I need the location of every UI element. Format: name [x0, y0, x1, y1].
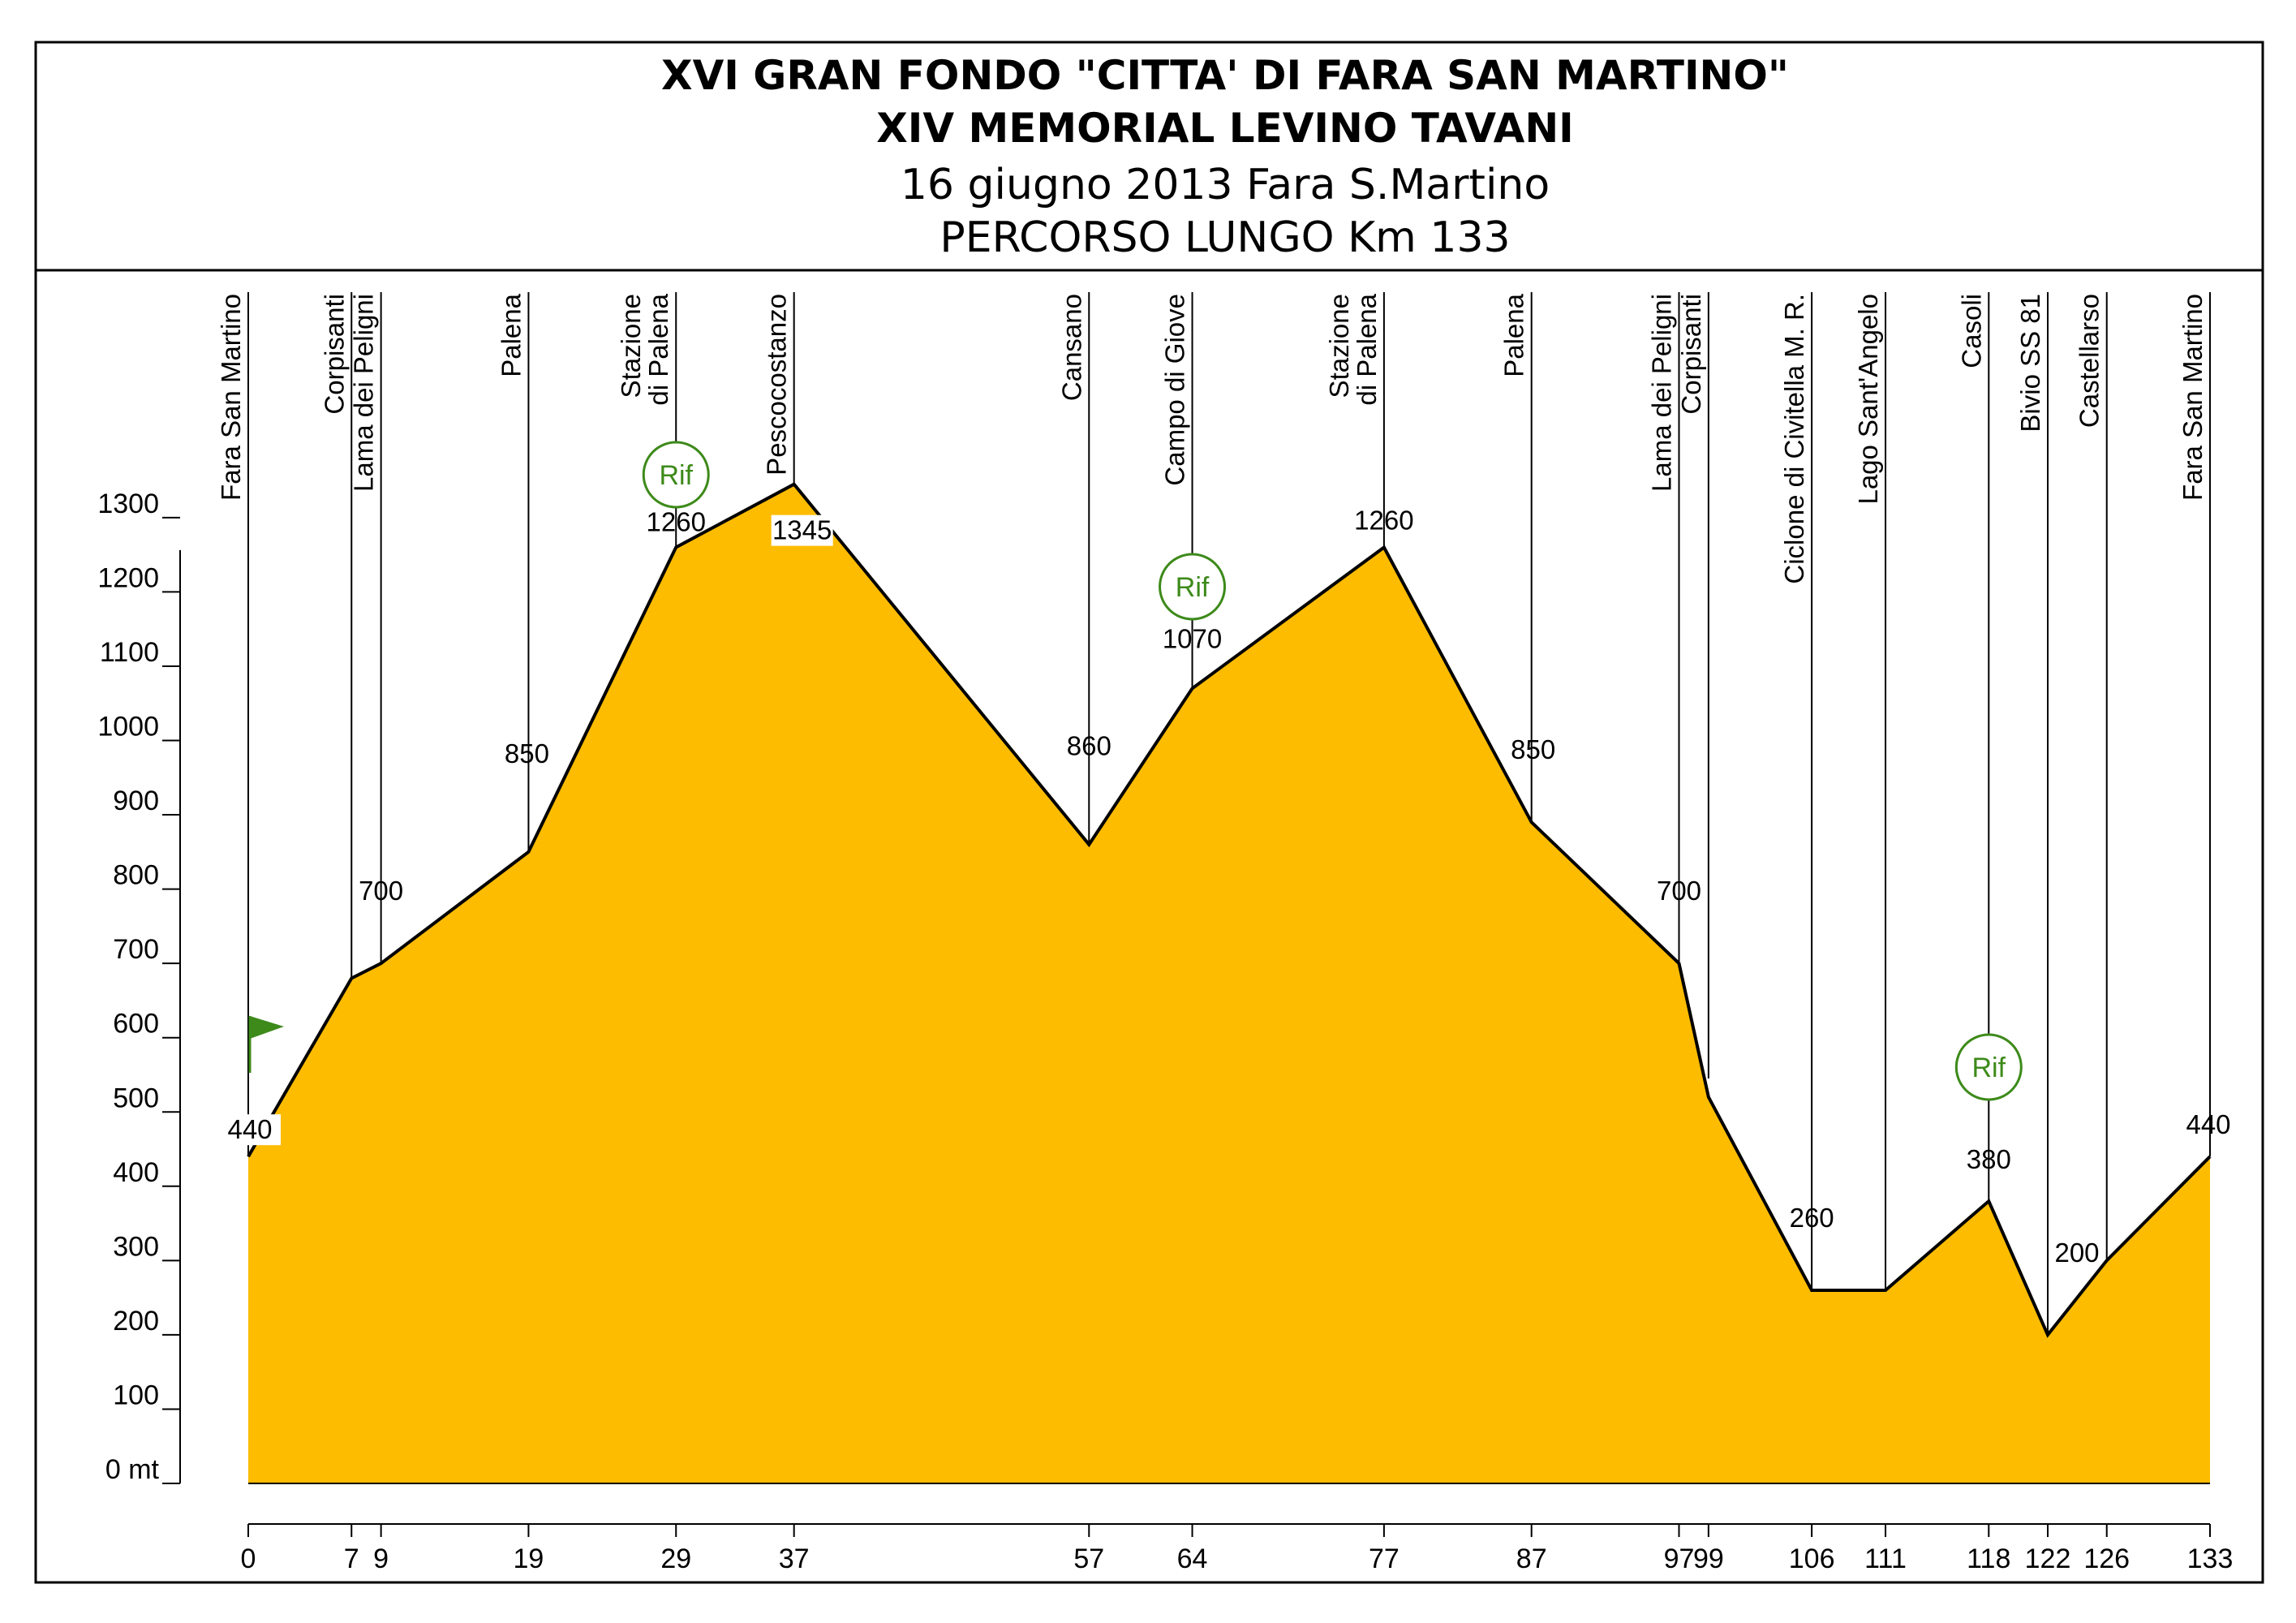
x-tick-label: 99	[1693, 1543, 1724, 1574]
x-tick-label: 57	[1073, 1543, 1104, 1574]
x-tick-label: 111	[1864, 1543, 1907, 1574]
x-tick-label: 126	[2083, 1543, 2130, 1574]
elevation-label: 700	[1657, 876, 1701, 906]
start-flag-icon	[250, 1016, 284, 1039]
elevation-label-bg	[219, 1114, 281, 1146]
elevation-label-bg	[771, 514, 833, 546]
y-tick-label: 1100	[100, 637, 159, 668]
place-label: Ciclone di Civitella M. R.	[1779, 294, 1809, 584]
y-tick-label: 500	[113, 1083, 159, 1113]
x-tick-label: 87	[1516, 1543, 1547, 1574]
x-tick-label: 122	[2025, 1543, 2071, 1574]
x-tick-label: 7	[344, 1543, 359, 1574]
place-label: Castellarso	[2075, 294, 2105, 428]
refreshment-points: Rif Rif Rif	[248, 441, 2023, 1101]
elevation-label: 1260	[1354, 505, 1413, 535]
elevation-label: 850	[505, 738, 549, 768]
elevation-label: 850	[1511, 734, 1555, 764]
x-tick-label: 77	[1369, 1543, 1400, 1574]
y-tick-label: 100	[113, 1380, 159, 1410]
x-tick-label: 29	[660, 1543, 691, 1574]
elevation-label: 380	[1967, 1144, 2011, 1174]
place-label: Casoli	[1956, 294, 1986, 368]
rif-circle	[1159, 553, 1227, 621]
elevation-label: 860	[1067, 731, 1111, 761]
x-tick-label: 118	[1967, 1543, 2010, 1574]
y-tick-label: 300	[113, 1231, 159, 1262]
elevation-label: 1260	[647, 506, 706, 536]
place-label: Lago Sant'Angelo	[1853, 294, 1883, 505]
rif-circle	[642, 441, 710, 509]
rif-label: Rif	[659, 460, 693, 491]
x-tick-label: 37	[779, 1543, 810, 1574]
y-tick-label: 800	[113, 860, 159, 891]
place-label: Lama dei Peligni	[1647, 294, 1677, 492]
y-tick-label: 600	[113, 1009, 159, 1040]
title-line-1: XVI GRAN FONDO "CITTA' DI FARA SAN MARTI…	[661, 52, 1789, 99]
place-label: Fara San Martino	[216, 294, 246, 501]
place-label: Bivio SS 81	[2015, 294, 2045, 433]
x-tick-label: 97	[1664, 1543, 1695, 1574]
x-tick-label: 9	[373, 1543, 389, 1574]
elevation-label: 440	[2186, 1109, 2230, 1139]
y-tick-label: 0 mt	[105, 1454, 160, 1485]
rif-label: Rif	[1972, 1053, 2006, 1083]
place-label: Stazionedi Palena	[616, 293, 673, 405]
place-lines: Fara San Martino Corpisanti Lama dei Pelig…	[216, 292, 2211, 1335]
y-tick-label: 1000	[97, 712, 159, 743]
elevation-label: 260	[1790, 1203, 1834, 1233]
y-tick-label: 200	[113, 1306, 159, 1337]
y-tick-label: 900	[113, 786, 159, 816]
subtitle-route: PERCORSO LUNGO Km 133	[939, 213, 1510, 262]
elevation-label: 1345	[772, 515, 832, 545]
elevation-labels: 440 700 850 1260 1345 860 1070 1260 850 700 260 380…	[219, 505, 2231, 1268]
x-tick-label: 106	[1789, 1543, 1835, 1574]
y-axis: 0 mt 100 200 300 400 500 600 700 800 900 1000 1100 1…	[97, 489, 181, 1485]
rif-label: Rif	[1176, 572, 1210, 603]
place-label: Lama dei Peligni	[349, 294, 379, 492]
x-tick-label: 133	[2187, 1543, 2234, 1574]
y-tick-label: 400	[113, 1157, 159, 1188]
place-label: Palena	[1499, 293, 1529, 377]
place-label: Campo di Giove	[1160, 294, 1190, 486]
y-tick-label: 700	[113, 934, 159, 965]
place-label: Pescocostanzo	[762, 294, 792, 476]
elevation-label: 700	[359, 876, 403, 906]
elevation-label: 1070	[1163, 623, 1222, 653]
place-label: Stazionedi Palena	[1324, 293, 1382, 405]
y-tick-label: 1300	[97, 489, 159, 519]
x-tick-label: 64	[1177, 1543, 1208, 1574]
title-line-2: XIV MEMORIAL LEVINO TAVANI	[876, 105, 1574, 152]
profile-area	[248, 484, 2210, 1484]
subtitle-date: 16 giugno 2013 Fara S.Martino	[901, 161, 1550, 209]
profile-line	[247, 482, 2212, 1338]
place-label: Fara San Martino	[2178, 294, 2208, 501]
profile-layer	[247, 482, 2212, 1484]
x-tick-label: 19	[514, 1543, 544, 1574]
place-label: Corpisanti	[319, 294, 349, 415]
place-label: Palena	[496, 293, 526, 377]
elevation-label: 440	[227, 1114, 272, 1144]
elevation-label: 200	[2054, 1238, 2099, 1268]
place-label: Corpisanti	[1676, 294, 1706, 415]
rif-circle	[1954, 1033, 2023, 1101]
y-tick-label: 1200	[97, 562, 159, 593]
place-label: Cansano	[1056, 294, 1086, 401]
x-tick-label: 0	[241, 1543, 256, 1574]
